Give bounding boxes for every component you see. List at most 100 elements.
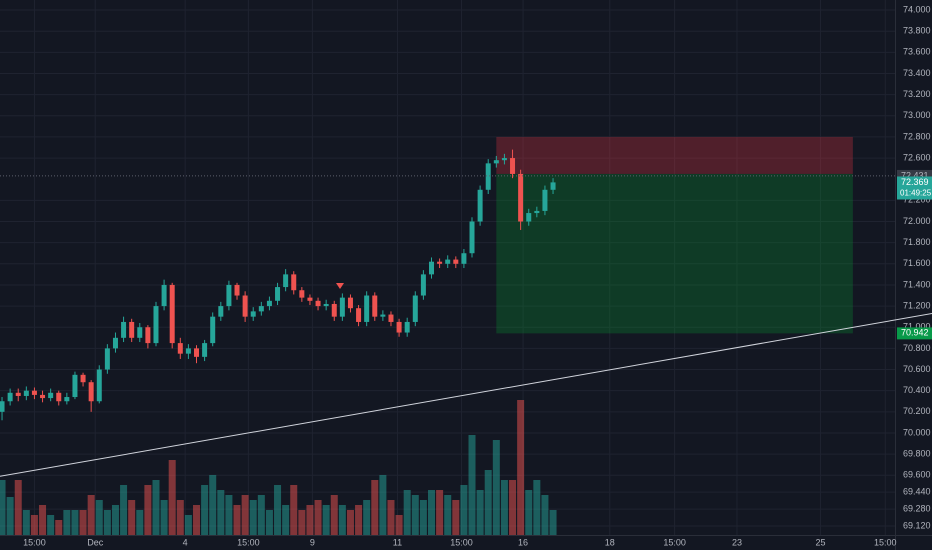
volume-bar [549,510,557,535]
candle-body [331,303,337,317]
candle-body [534,210,540,214]
volume-bar [184,515,192,535]
candle-body [194,348,200,357]
y-tick-label: 71.400 [903,279,931,289]
y-tick-label: 73.800 [903,26,931,36]
countdown-label: 01:49:25 [900,189,932,198]
volume-bar [452,500,460,535]
y-tick-label: 71.000 [903,322,931,332]
y-tick-label: 70.000 [903,427,931,437]
candle-body [510,158,516,174]
volume-bar [71,510,79,535]
candle-body [518,173,524,222]
candle-body [153,306,159,344]
y-tick-label: 71.200 [903,300,931,310]
y-tick-label: 69.120 [903,520,931,530]
volume-bar [419,500,427,535]
candle-body [31,390,37,395]
volume-bar [103,510,111,535]
candle-body [56,392,62,402]
x-tick-label: 4 [183,537,188,547]
last-price-tag [897,176,932,200]
y-tick-label: 72.800 [903,131,931,141]
candle-body [428,261,434,275]
candle-body [437,261,443,264]
volume-bar [338,505,346,535]
candle-body [445,259,451,264]
x-tick-label: 11 [393,537,402,547]
candle-body [526,213,532,222]
volume-bar [233,505,241,535]
signal-marker [336,283,344,289]
volume-bar [193,505,201,535]
y-tick-label: 69.600 [903,470,931,480]
candle-body [485,163,491,190]
volume-bar [160,500,168,535]
y-tick-label: 69.800 [903,448,931,458]
candle-body [48,392,54,399]
volume-bar [282,505,290,535]
volume-bar [330,495,338,535]
x-tick-label: 25 [815,537,825,547]
candle-body [283,274,289,288]
candle-body [372,295,378,317]
candle-body [242,295,248,317]
volume-bar [152,480,160,535]
volume-bar [168,460,176,535]
candle-body [64,397,70,402]
volume-bar [371,480,379,535]
volume-bar [265,510,273,535]
volume-bar [541,495,549,535]
y-tick-label: 70.600 [903,364,931,374]
candle-body [161,284,167,307]
volume-bar [22,510,30,535]
candle-body [258,306,264,312]
volume-bar [525,490,533,535]
x-tick-label: 15:00 [450,537,473,547]
volume-bar [460,485,468,535]
candle-body [250,311,256,317]
candle-body [185,348,191,354]
candle-body [420,274,426,296]
y-tick-label: 71.800 [903,237,931,247]
volume-bar [144,485,152,535]
x-tick-label: 15:00 [663,537,686,547]
price-line-label: 72.431 [901,170,929,180]
y-tick-label: 69.280 [903,503,931,513]
candle-body [299,290,305,298]
volume-bar [436,490,444,535]
target-zone [496,173,853,334]
volume-bar [95,500,103,535]
candle-body [542,189,548,211]
volume-bar [484,470,492,535]
candle-body [0,401,5,412]
candle-body [291,274,297,291]
candle-body [396,321,402,333]
candle-body [177,343,183,354]
candle-body [266,300,272,307]
candle-body [7,392,13,402]
volume-bar [257,495,265,535]
volume-bar [249,500,257,535]
volume-bar [306,505,314,535]
candle-body [380,314,386,317]
candle-body [80,374,86,383]
volume-bar [476,490,484,535]
volume-bar [14,480,22,535]
y-tick-label: 73.600 [903,47,931,57]
y-tick-label: 70.200 [903,406,931,416]
volume-bar [217,490,225,535]
y-tick-label: 72.600 [903,152,931,162]
volume-bar [346,510,354,535]
volume-bar [379,475,387,535]
volume-bar [290,485,298,535]
volume-bar [500,480,508,535]
volume-bar [509,480,517,535]
candle-body [347,297,353,309]
candle-body [202,343,208,357]
target-label: 70.942 [901,328,929,338]
volume-bar [47,515,55,535]
candle-body [356,308,362,322]
y-tick-label: 71.600 [903,258,931,268]
x-tick-label: 15:00 [874,537,897,547]
